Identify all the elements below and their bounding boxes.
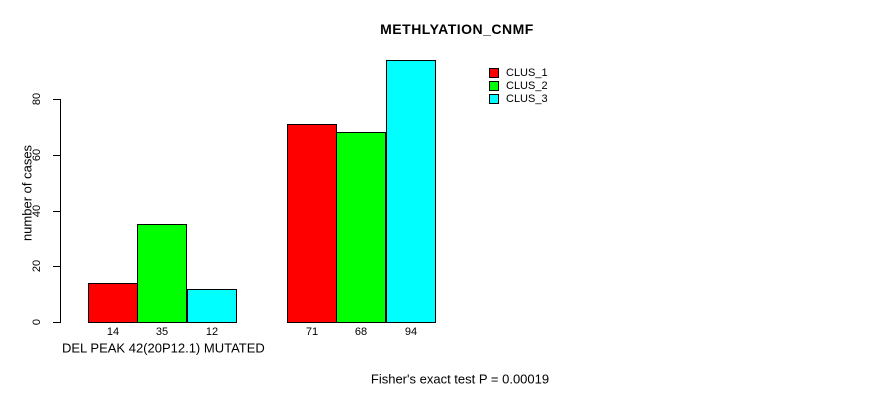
bar-value-label: 68 [354, 326, 368, 338]
y-axis-line [60, 99, 61, 323]
bar-clus_3-group1 [187, 289, 237, 323]
y-tick-mark [53, 266, 60, 267]
legend-row-clus_3: CLUS_3 [489, 92, 548, 105]
y-tick-label: 20 [31, 259, 43, 273]
y-tick-mark [53, 211, 60, 212]
bar-clus_1-group1 [88, 283, 138, 323]
y-tick-label: 60 [31, 148, 43, 162]
legend-label: CLUS_1 [506, 66, 548, 79]
bar-clus_1-group2 [287, 124, 337, 323]
y-tick-mark [53, 322, 60, 323]
chart-title: METHLYATION_CNMF [380, 21, 534, 37]
legend: CLUS_1 CLUS_2 CLUS_3 [489, 66, 548, 105]
bar-clus_2-group2 [336, 132, 386, 323]
legend-swatch-icon [489, 80, 499, 91]
legend-label: CLUS_3 [506, 92, 548, 105]
legend-swatch-icon [489, 67, 499, 78]
bar-clus_3-group2 [386, 60, 436, 323]
y-tick-label: 40 [31, 204, 43, 218]
y-tick-mark [53, 99, 60, 100]
bar-value-label: 94 [404, 326, 418, 338]
bar-value-label: 14 [106, 326, 120, 338]
legend-label: CLUS_2 [506, 79, 548, 92]
bar-value-label: 35 [155, 326, 169, 338]
legend-row-clus_1: CLUS_1 [489, 66, 548, 79]
x-axis-label: DEL PEAK 42(20P12.1) MUTATED [62, 340, 265, 356]
bar-value-label: 71 [305, 326, 319, 338]
legend-swatch-icon [489, 93, 499, 104]
bar-value-label: 12 [205, 326, 219, 338]
footnote-text: Fisher's exact test P = 0.00019 [370, 371, 550, 387]
y-tick-mark [53, 155, 60, 156]
bar-clus_2-group1 [137, 224, 187, 323]
y-tick-label: 0 [31, 318, 43, 326]
legend-row-clus_2: CLUS_2 [489, 79, 548, 92]
y-tick-label: 80 [31, 92, 43, 106]
